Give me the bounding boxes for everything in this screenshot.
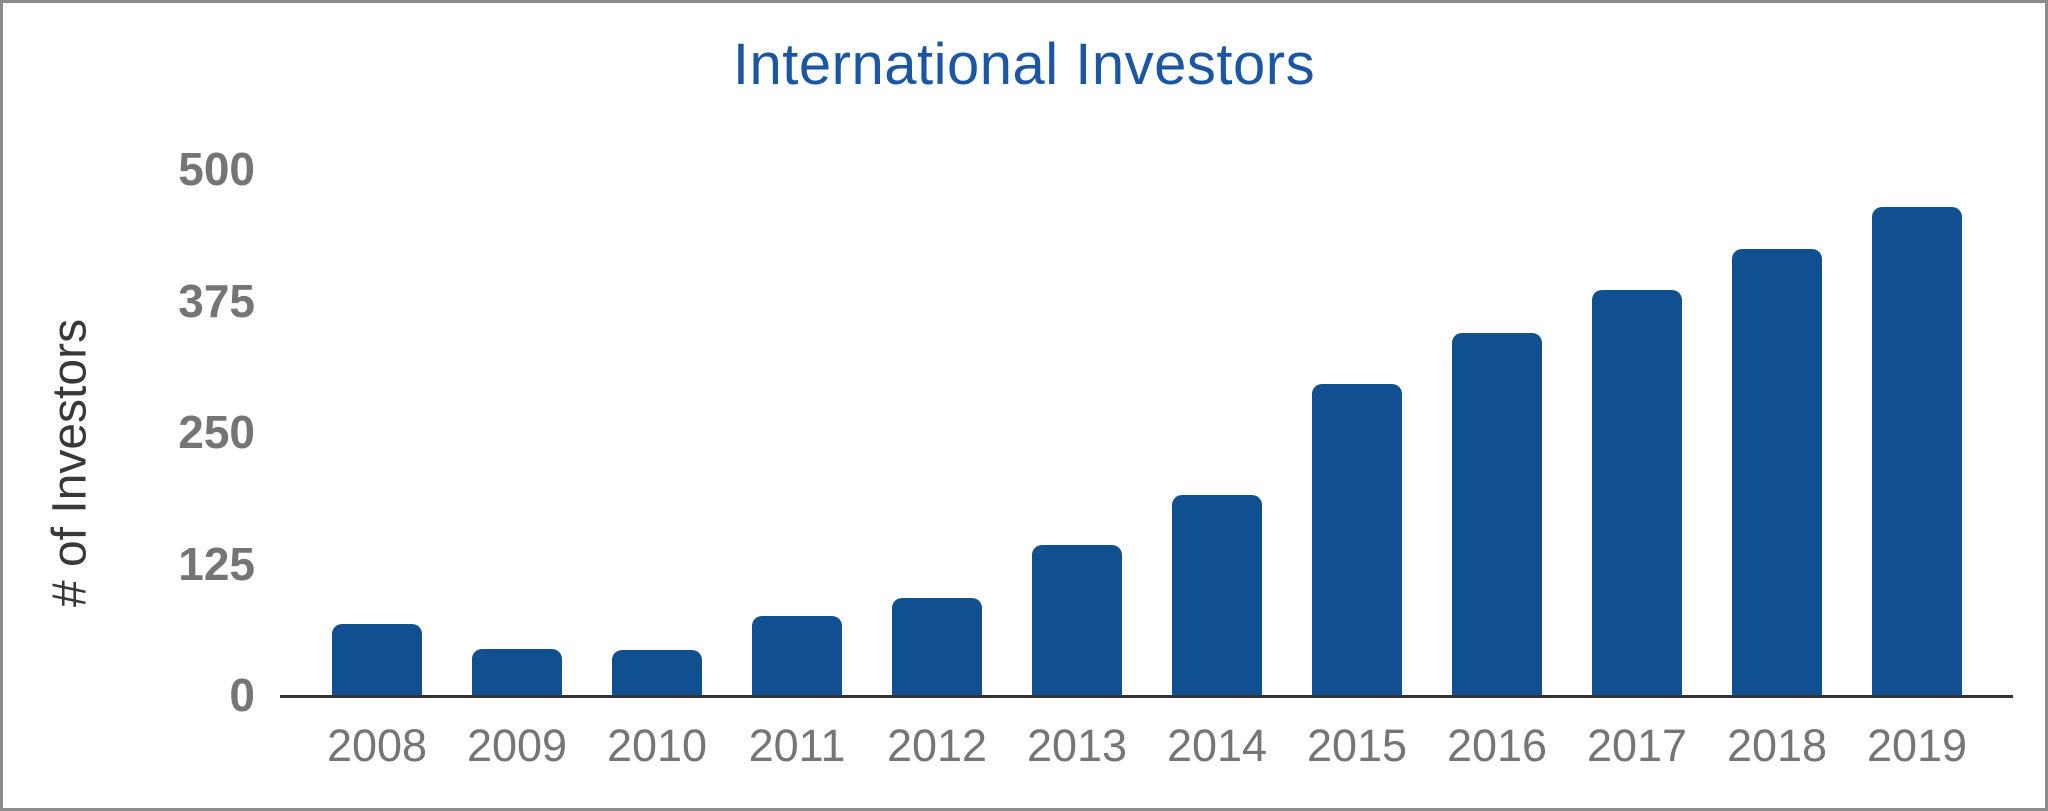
y-axis-tick-250: 250 bbox=[178, 406, 255, 458]
x-axis-label-2015: 2015 bbox=[1306, 720, 1408, 771]
bar-2008 bbox=[332, 623, 422, 695]
bar-2019 bbox=[1872, 206, 1962, 695]
bar-2015 bbox=[1312, 383, 1402, 695]
x-axis-label-2017: 2017 bbox=[1586, 720, 1688, 771]
bar-2012 bbox=[892, 598, 982, 695]
x-axis-label-2009: 2009 bbox=[466, 720, 568, 771]
chart-title: International Investors bbox=[732, 32, 1316, 97]
bar-2013 bbox=[1032, 544, 1122, 695]
x-axis-label-2018: 2018 bbox=[1726, 720, 1828, 771]
y-axis-tick-375: 375 bbox=[178, 274, 255, 327]
x-axis-label-2008: 2008 bbox=[326, 720, 428, 771]
x-axis-label-2019: 2019 bbox=[1866, 720, 1968, 771]
x-axis-label-2016: 2016 bbox=[1446, 720, 1548, 771]
x-axis-label-2011: 2011 bbox=[748, 720, 846, 771]
x-axis-label-2014: 2014 bbox=[1166, 720, 1268, 771]
plot-area bbox=[280, 169, 2013, 698]
y-axis-tick-0: 0 bbox=[229, 669, 255, 721]
bar-2010 bbox=[612, 649, 702, 695]
bar-2016 bbox=[1452, 333, 1542, 695]
y-axis-tick-500: 500 bbox=[178, 143, 255, 195]
bar-2014 bbox=[1172, 495, 1262, 695]
bar-2011 bbox=[752, 616, 842, 695]
y-axis-tick-125: 125 bbox=[178, 537, 255, 590]
x-axis-label-2013: 2013 bbox=[1026, 720, 1128, 771]
x-axis-label-2010: 2010 bbox=[606, 720, 708, 771]
bar-2009 bbox=[472, 648, 562, 695]
bar-2018 bbox=[1732, 249, 1822, 695]
bar-2017 bbox=[1592, 290, 1682, 695]
x-axis-label-2012: 2012 bbox=[886, 720, 988, 771]
